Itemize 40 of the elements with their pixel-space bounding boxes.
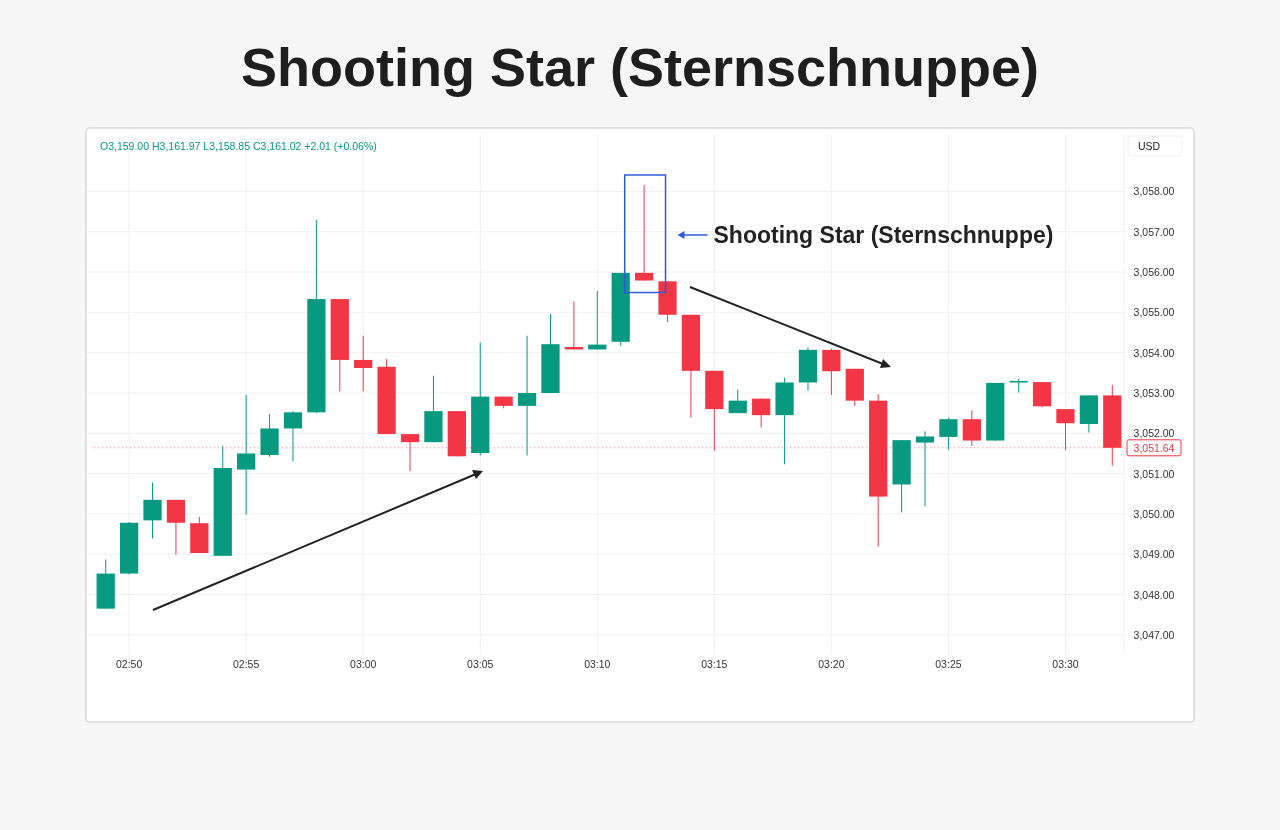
x-tick-label: 03:15 [701, 658, 728, 670]
y-tick-label: 3,057.00 [1133, 225, 1175, 238]
x-tick-label: 03:05 [467, 658, 494, 670]
candlestick [354, 335, 373, 392]
y-tick-label: 3,047.00 [1133, 628, 1175, 641]
y-tick-label: 3,058.00 [1133, 185, 1175, 198]
x-tick-label: 03:30 [1052, 658, 1079, 670]
y-tick-label: 3,050.00 [1133, 507, 1175, 520]
annotation: Shooting Star (Sternschnuppe) [713, 222, 1054, 248]
y-tick-label: 3,052.00 [1133, 427, 1175, 440]
candlestick [915, 430, 935, 507]
candlestick [1056, 408, 1075, 451]
y-tick-label: 3,054.00 [1133, 346, 1175, 359]
y-tick-label: 3,048.00 [1133, 588, 1175, 601]
y-tick-label: 3,053.00 [1133, 386, 1175, 399]
y-tick-label: 3,055.00 [1133, 306, 1175, 319]
y-tick-label: 3,049.00 [1133, 548, 1175, 561]
candlestick [517, 335, 537, 456]
candlestick [822, 348, 841, 396]
ref-line-label: 3,051.64 [1133, 441, 1175, 454]
candlestick [143, 481, 162, 539]
x-tick-label: 03:20 [818, 658, 845, 670]
x-tick-label: 02:50 [115, 658, 143, 670]
x-tick-label: 03:00 [350, 658, 377, 670]
candlestick [939, 417, 958, 451]
candlestick [752, 398, 771, 429]
candlestick [962, 409, 981, 447]
x-tick-label: 03:25 [935, 658, 962, 670]
candlestick [634, 184, 654, 282]
x-tick-label: 02:55 [233, 658, 260, 670]
y-axis-title: USD [1138, 140, 1161, 152]
chart-title: Shooting Star (Sternschnuppe) [240, 37, 1040, 97]
y-tick-label: 3,056.00 [1133, 266, 1175, 279]
candlestick [166, 499, 186, 556]
candlestick [283, 410, 303, 463]
annotation: O3,159.00 H3,161.97 L3,158.85 C3,161.02 +2.01 (+0.06%) [100, 140, 377, 152]
y-tick-label: 3,051.00 [1133, 467, 1175, 480]
x-tick-label: 03:10 [584, 658, 611, 670]
candlestick [400, 433, 420, 472]
candlestick [237, 394, 256, 516]
